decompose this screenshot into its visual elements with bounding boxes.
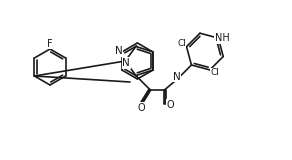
Text: O: O (137, 103, 145, 113)
Text: O: O (166, 100, 174, 110)
Text: N: N (122, 58, 130, 68)
Text: F: F (47, 39, 53, 49)
Text: NH: NH (215, 33, 230, 43)
Text: Cl: Cl (177, 39, 186, 48)
Text: Cl: Cl (210, 68, 219, 77)
Text: N: N (115, 46, 123, 56)
Text: N: N (173, 72, 181, 82)
